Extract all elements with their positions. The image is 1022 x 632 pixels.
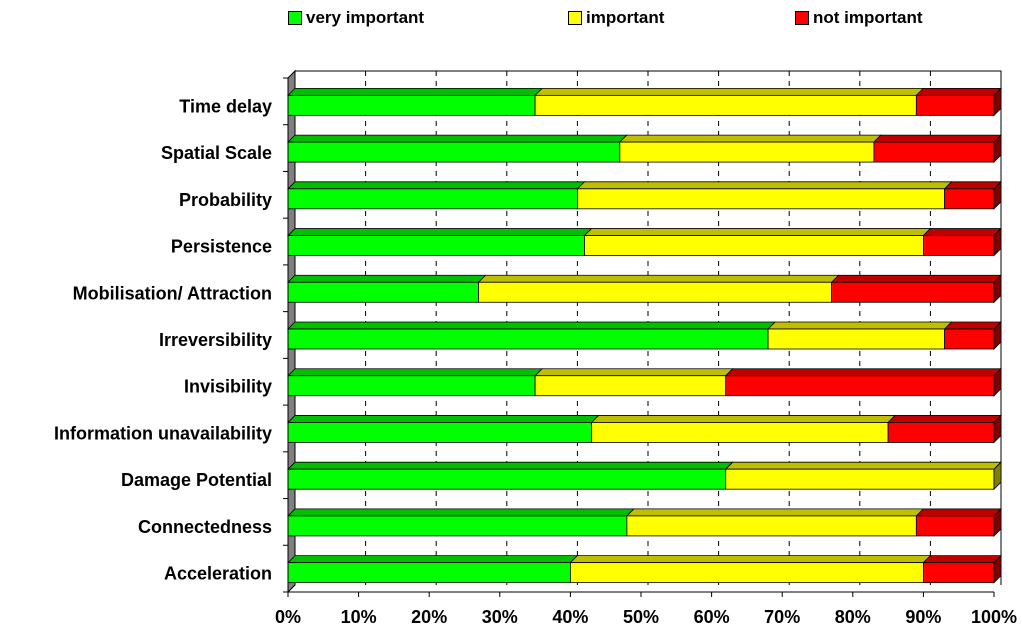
category-label: Spatial Scale xyxy=(161,143,272,163)
x-tick-label: 100% xyxy=(971,607,1017,627)
bar-segment xyxy=(945,322,1001,349)
bar-segment xyxy=(288,322,775,349)
category-label: Connectedness xyxy=(138,517,272,537)
bar-segment xyxy=(916,509,1001,536)
x-tick-label: 30% xyxy=(482,607,518,627)
bar-segment xyxy=(585,229,931,256)
x-tick-label: 50% xyxy=(623,607,659,627)
bar-segment xyxy=(288,462,733,489)
bar-segment xyxy=(570,556,930,583)
category-label: Mobilisation/ Attraction xyxy=(73,283,272,303)
x-tick-label: 20% xyxy=(411,607,447,627)
category-label: Information unavailability xyxy=(54,423,272,443)
bar-segment xyxy=(726,369,1001,396)
category-label: Damage Potential xyxy=(121,470,272,490)
bar-segment xyxy=(726,462,1001,489)
bar-segment xyxy=(620,135,881,162)
bar-segment xyxy=(923,556,1001,583)
bar-segment xyxy=(627,509,923,536)
bar-segment xyxy=(945,182,1001,209)
bar-segment xyxy=(916,88,1001,115)
bar-segment xyxy=(874,135,1001,162)
bar-segment xyxy=(535,88,923,115)
bar-segment xyxy=(535,369,733,396)
category-label: Invisibility xyxy=(184,377,272,397)
bar-segment xyxy=(888,415,1001,442)
bar-segment xyxy=(288,509,634,536)
category-label: Irreversibility xyxy=(159,330,272,350)
bar-segment xyxy=(288,88,542,115)
x-tick-label: 40% xyxy=(552,607,588,627)
bar-segment xyxy=(923,229,1001,256)
x-tick-label: 70% xyxy=(764,607,800,627)
category-label: Probability xyxy=(179,190,272,210)
bar-segment xyxy=(288,229,592,256)
bar-segment xyxy=(288,369,542,396)
bar-segment xyxy=(768,322,952,349)
bar-segment xyxy=(288,135,627,162)
bar-segment xyxy=(288,415,599,442)
x-tick-label: 0% xyxy=(275,607,301,627)
category-label: Acceleration xyxy=(164,564,272,584)
category-label: Time delay xyxy=(179,96,272,116)
x-tick-label: 10% xyxy=(341,607,377,627)
x-tick-label: 60% xyxy=(694,607,730,627)
bar-segment xyxy=(288,275,486,302)
bar-segment xyxy=(577,182,951,209)
bar-segment xyxy=(479,275,839,302)
category-label: Persistence xyxy=(171,237,272,257)
bar-segment xyxy=(288,556,577,583)
bar-segment xyxy=(832,275,1001,302)
x-tick-label: 80% xyxy=(835,607,871,627)
bar-segment xyxy=(288,182,584,209)
x-tick-label: 90% xyxy=(905,607,941,627)
bar-segment xyxy=(592,415,896,442)
